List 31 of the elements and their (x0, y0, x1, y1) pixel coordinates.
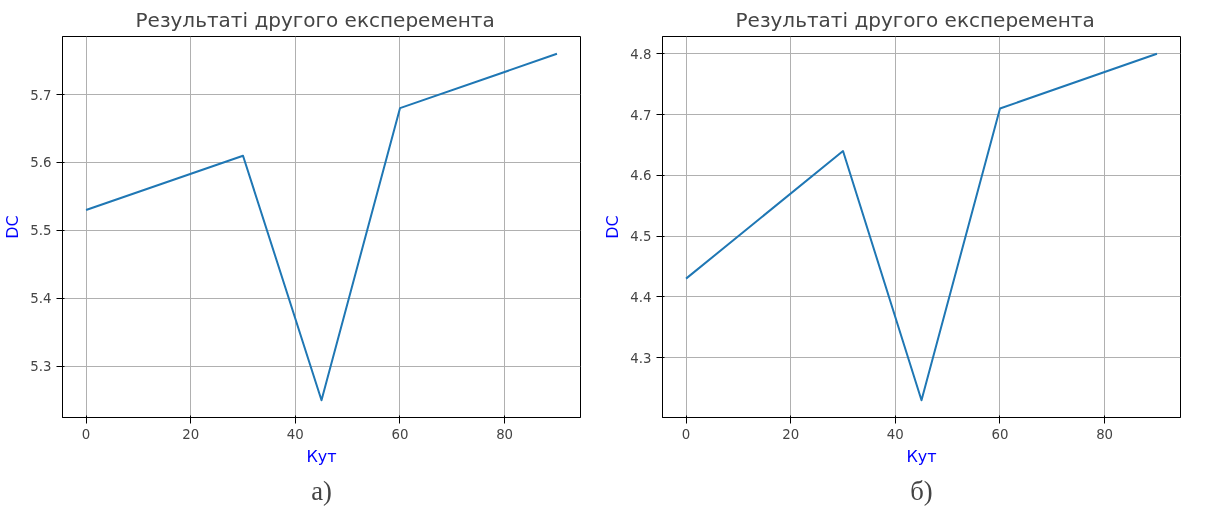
y-tick-label: 4.7 (630, 107, 652, 123)
x-tick-label: 0 (681, 426, 691, 442)
chart-title: Результаті другого експеремента (735, 7, 1095, 32)
y-tick-label: 4.4 (630, 289, 652, 305)
line-series (685, 52, 1158, 402)
y-axis-title: DC (3, 215, 23, 239)
chart-title: Результаті другого експеремента (135, 7, 495, 32)
x-axis-title: Кут (906, 446, 937, 466)
y-tick-label: 4.3 (630, 350, 652, 366)
x-tick-label: 20 (182, 426, 200, 442)
y-tick-label: 4.5 (630, 229, 652, 245)
x-tick-label: 80 (496, 426, 514, 442)
y-tick-label: 4.6 (630, 168, 652, 184)
x-tick-label: 40 (886, 426, 904, 442)
y-tick-label: 4.8 (630, 46, 652, 62)
x-axis-title: Кут (306, 446, 337, 466)
y-tick-label: 5.3 (30, 359, 52, 375)
y-tick-label: 5.6 (30, 155, 52, 171)
y-axis-title: DC (603, 215, 623, 239)
x-tick-label: 40 (286, 426, 304, 442)
x-tick-label: 60 (391, 426, 409, 442)
y-tick-label: 5.7 (30, 87, 52, 103)
y-tick-label: 5.4 (30, 291, 52, 307)
x-tick-label: 0 (81, 426, 91, 442)
x-tick-label: 20 (782, 426, 800, 442)
y-tick-label: 5.5 (30, 223, 52, 239)
line-series (85, 52, 558, 402)
x-tick-label: 60 (991, 426, 1009, 442)
text: б) (910, 475, 933, 506)
text: а) (311, 475, 332, 506)
x-tick-label: 80 (1096, 426, 1114, 442)
